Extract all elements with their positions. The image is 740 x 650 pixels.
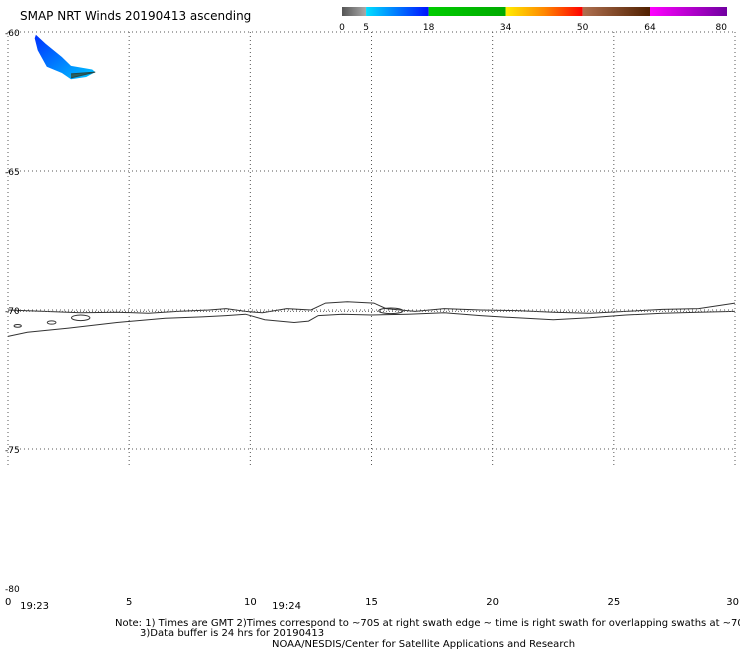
- colorbar-segment: [342, 7, 367, 16]
- island-outline: [70, 314, 91, 322]
- island-outline: [13, 323, 22, 328]
- wind-swath-edge: [70, 71, 96, 79]
- colorbar-tick-label: 0: [339, 23, 345, 33]
- x-tick-label: 10: [244, 597, 257, 608]
- colorbar: [342, 7, 727, 16]
- chart-title: SMAP NRT Winds 20190413 ascending: [20, 9, 251, 23]
- colorbar-tick-label: 50: [577, 23, 589, 33]
- x-tick-label: 0: [5, 597, 11, 608]
- y-tick-labels: -60 -65 -70 -75 -80: [5, 29, 20, 595]
- island-outline: [46, 320, 57, 325]
- colorbar-tick-label: 18: [423, 23, 435, 33]
- note-line-3: NOAA/NESDIS/Center for Satellite Applica…: [272, 639, 575, 650]
- colorbar-tick-label: 64: [644, 23, 656, 33]
- coastline-shelf-edge: [7, 301, 736, 314]
- colorbar-segment: [366, 7, 429, 16]
- colorbar-tick-label: 80: [716, 23, 728, 33]
- swath-time-label: 19:23: [20, 601, 49, 612]
- island-outline: [378, 307, 404, 315]
- colorbar-segment: [582, 7, 650, 16]
- coastline-ice-front: [7, 310, 736, 337]
- y-tick-label: -60: [5, 29, 20, 39]
- colorbar-segment: [505, 7, 583, 16]
- x-tick-labels: 0 5 10 15 20 25 30: [5, 597, 739, 608]
- y-tick-label: -65: [5, 168, 20, 178]
- swath-time-label: 19:24: [272, 601, 301, 612]
- x-tick-label: 15: [365, 597, 378, 608]
- note-line-2: 3)Data buffer is 24 hrs for 20190413: [140, 628, 324, 639]
- wind-patch: [34, 34, 96, 80]
- x-tick-label: 20: [486, 597, 499, 608]
- colorbar-segment: [428, 7, 506, 16]
- colorbar-segment: [650, 7, 727, 16]
- x-tick-label: 25: [607, 597, 620, 608]
- wind-swath-patch: [34, 34, 96, 80]
- colorbar-tick-label: 5: [363, 23, 369, 33]
- y-tick-label: -80: [5, 585, 20, 595]
- grid: [7, 31, 736, 465]
- coastline: [7, 301, 736, 337]
- x-tick-label: 5: [126, 597, 132, 608]
- y-tick-label: -75: [5, 446, 20, 456]
- note-line-1: Note: 1) Times are GMT 2)Times correspon…: [115, 618, 740, 629]
- swath-time-labels: 19:23 19:24: [20, 601, 301, 612]
- x-tick-label: 30: [726, 597, 739, 608]
- y-tick-label: -70: [5, 307, 20, 317]
- colorbar-tick-label: 34: [500, 23, 512, 33]
- colorbar-ticks: 0 5 18 34 50 64 80: [339, 23, 727, 33]
